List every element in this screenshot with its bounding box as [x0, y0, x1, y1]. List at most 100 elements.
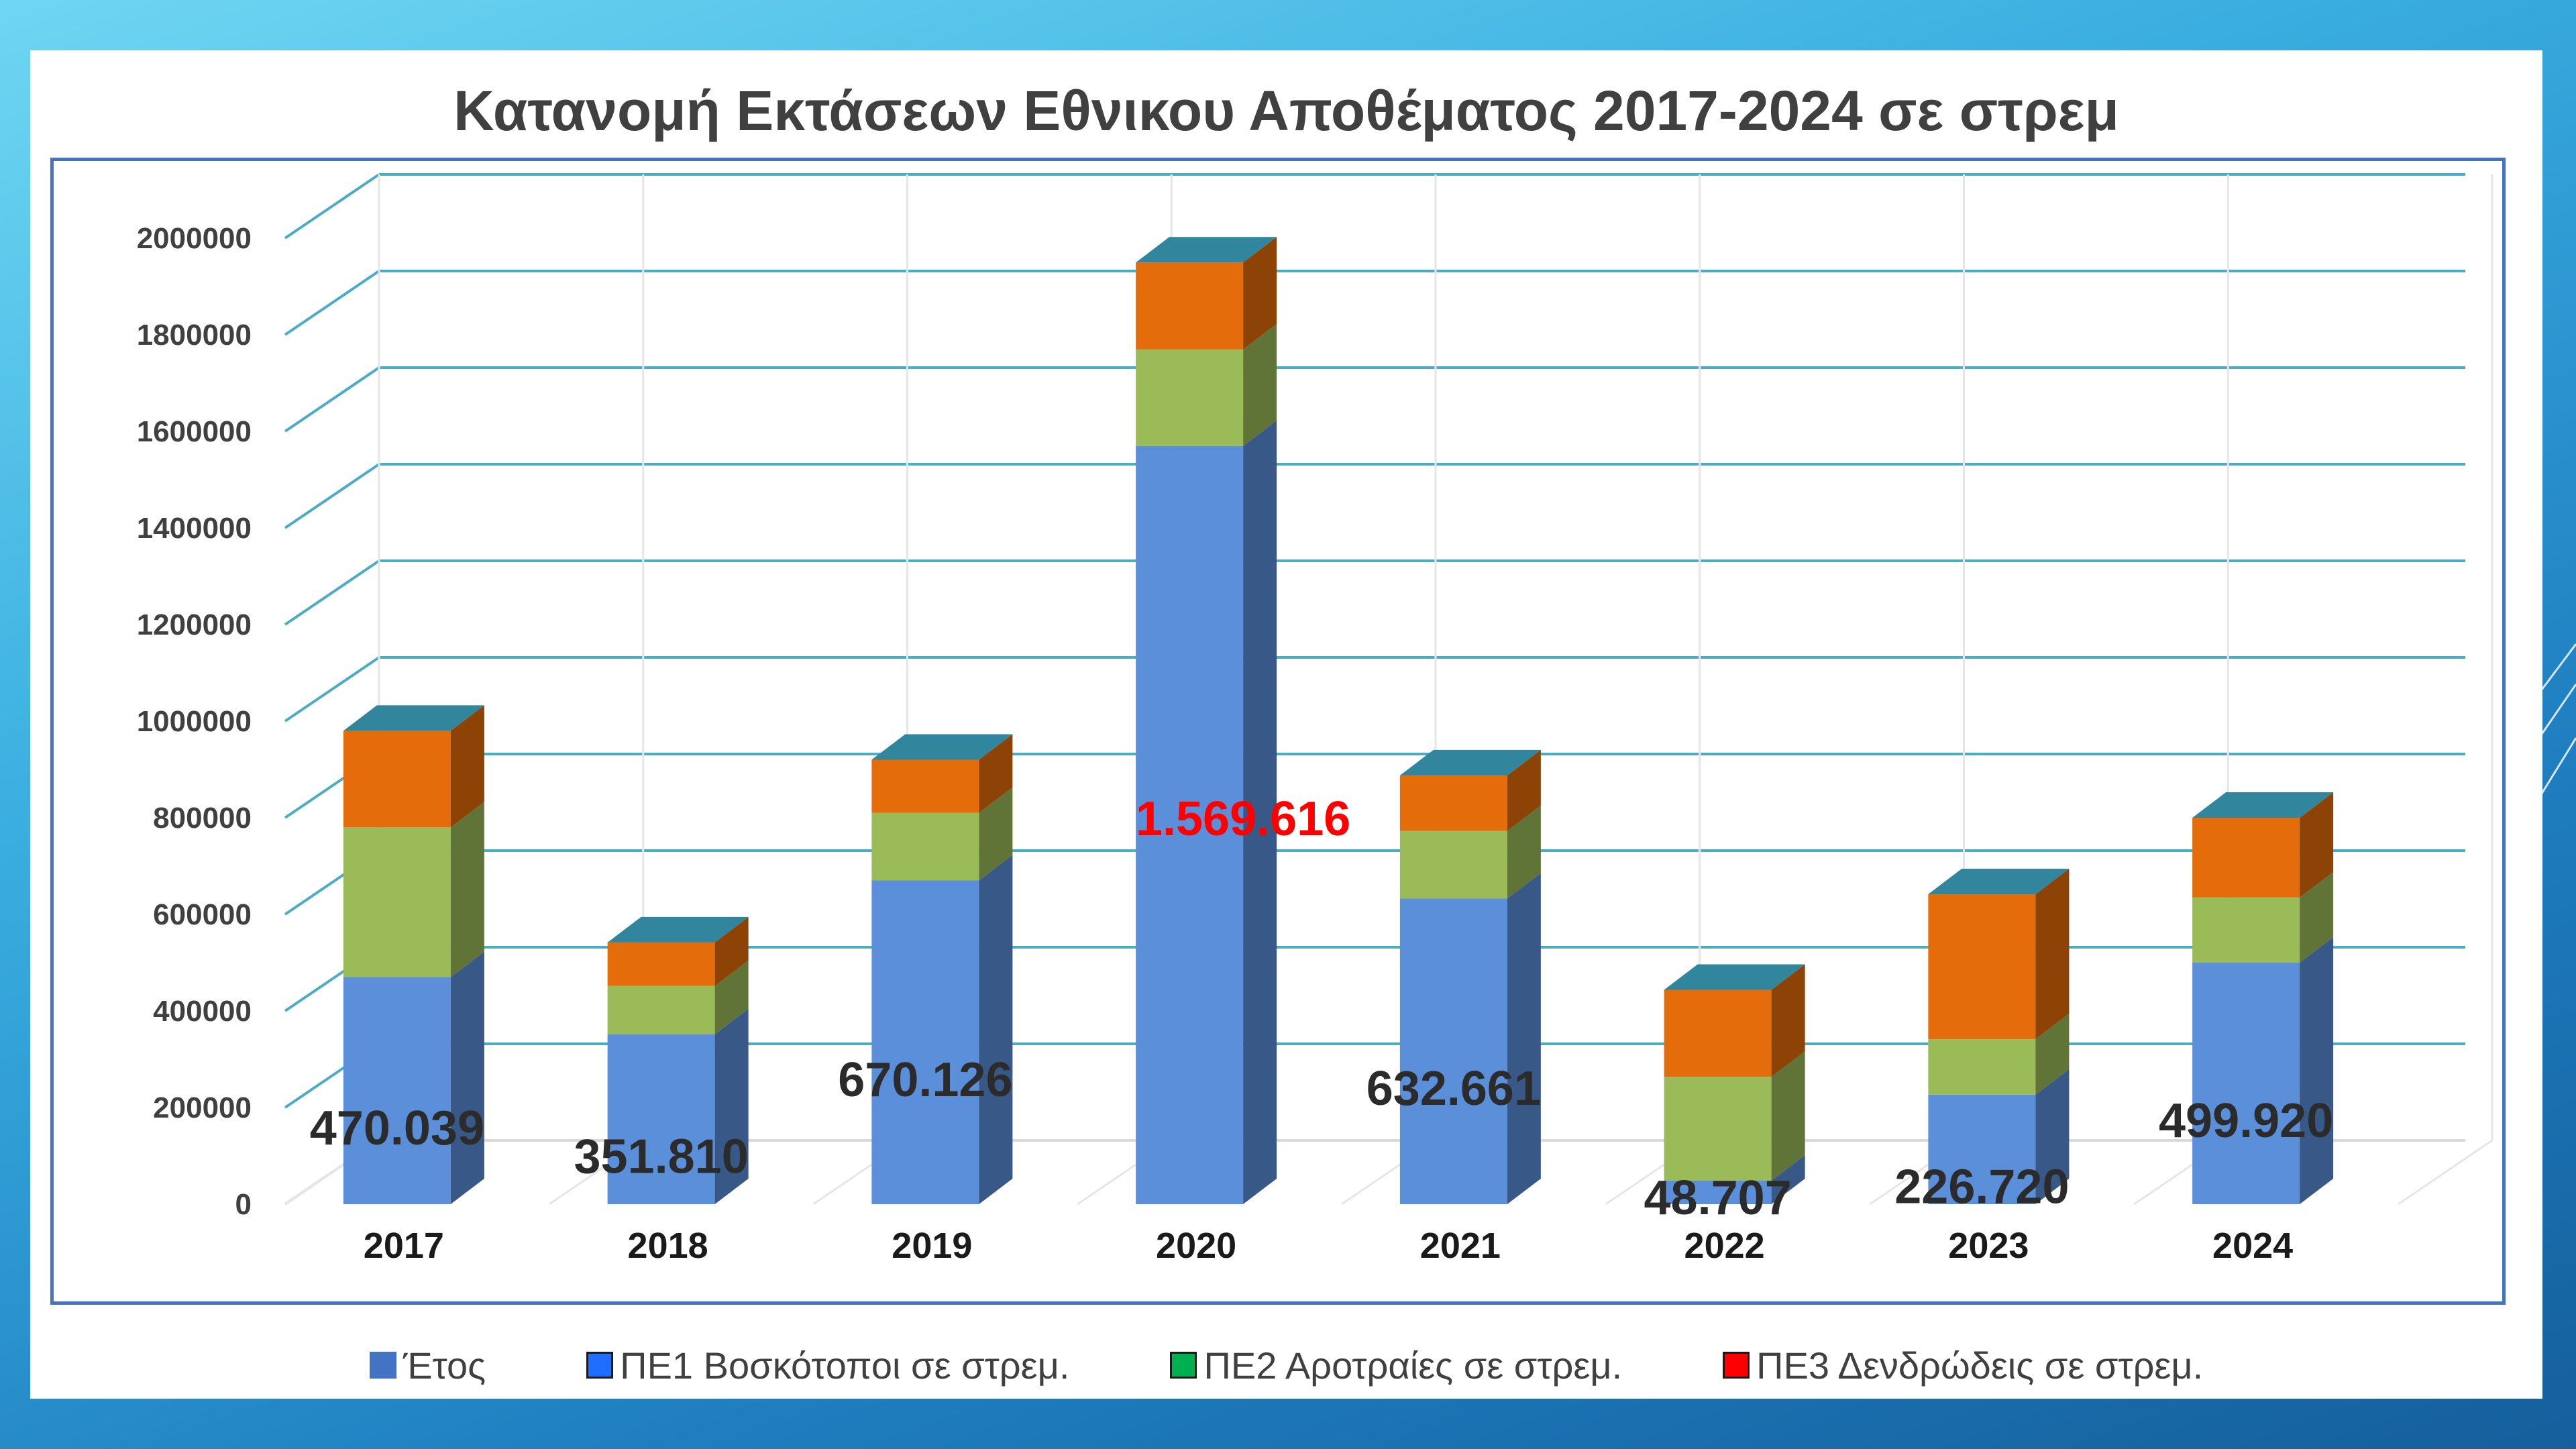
y-tick-label: 1800000: [137, 319, 252, 352]
bar-segment-2019-0: [871, 855, 1013, 1204]
legend-label: Έτος: [402, 1344, 486, 1387]
bar-front-face: [1399, 898, 1507, 1204]
bar-front-face: [2192, 963, 2300, 1204]
bar-side-face: [1243, 323, 1277, 446]
x-tick-label: 2020: [1156, 1226, 1236, 1266]
chart-card: Κατανομή Εκτάσεων Εθνικου Αποθέματος 201…: [30, 50, 2542, 1399]
data-label-2024: 499.920: [2159, 1094, 2333, 1148]
bar-front-face: [1399, 775, 1507, 831]
data-label-2018: 351.810: [574, 1130, 748, 1183]
bar-top-face-2017: [343, 705, 484, 731]
bar-side-face: [2300, 937, 2334, 1204]
y-tick-label: 2000000: [137, 222, 252, 255]
floor-line-8: [2398, 1139, 2493, 1205]
data-label-2022: 48.707: [1644, 1171, 1792, 1225]
bar-side-face: [714, 916, 749, 986]
bar-segment-2019-2: [871, 734, 1013, 813]
bar-front-face: [871, 880, 979, 1204]
bar-side-face: [450, 705, 484, 828]
data-label-2021: 632.661: [1366, 1062, 1541, 1116]
bar-side-face: [2300, 871, 2334, 963]
bar-side-face: [2035, 1069, 2070, 1204]
bar-segment-2023-1: [1928, 1013, 2070, 1095]
bar-segment-2023-0: [1928, 1069, 2070, 1204]
legend-item: ΠΕ1 Βοσκότοποι σε στρεμ.: [586, 1344, 1069, 1387]
data-label-2023: 226.720: [1894, 1160, 2069, 1214]
bar-front-face: [1928, 1094, 2036, 1204]
x-tick-label: 2019: [892, 1226, 972, 1266]
bar-side-face: [1243, 237, 1277, 350]
legend-item: ΠΕ3 Δενδρώδεις σε στρεμ.: [1723, 1344, 2203, 1387]
chart-legend: Έτος ΠΕ1 Βοσκότοποι σε στρεμ. ΠΕ2 Αροτραίε…: [30, 1338, 2542, 1392]
y-tick-label: 1200000: [137, 608, 252, 641]
bar-segment-2022-2: [1664, 964, 1805, 1077]
bar-side-face: [1771, 1051, 1805, 1181]
bar-segment-2022-1: [1664, 1051, 1805, 1181]
gridline-side-5: [284, 656, 380, 722]
bar-side-face: [2300, 792, 2334, 898]
bar-top-face-2021: [1399, 749, 1541, 775]
bar-side-face: [2035, 868, 2070, 1039]
bar-front-face: [607, 1034, 715, 1204]
bar-side-face: [714, 1008, 749, 1204]
y-tick-label: 400000: [153, 995, 252, 1028]
bar-side-face: [1771, 1155, 1805, 1204]
bar-front-face: [1928, 1038, 2036, 1095]
legend-item: Έτος: [369, 1344, 486, 1387]
bar-top-face-2024: [2192, 792, 2334, 818]
bar-front-face: [1136, 445, 1244, 1204]
chart-title: Κατανομή Εκτάσεων Εθνικου Αποθέματος 201…: [453, 79, 2119, 142]
bar-front-face: [871, 812, 979, 881]
legend-label: ΠΕ1 Βοσκότοποι σε στρεμ.: [620, 1344, 1070, 1387]
bar-segment-2018-2: [607, 916, 749, 986]
bar-front-face: [1136, 262, 1244, 350]
bar-side-face: [450, 802, 484, 977]
bar-side-face: [714, 960, 749, 1034]
x-tick-label: 2017: [364, 1226, 444, 1266]
x-tick-label: 2022: [1684, 1226, 1765, 1266]
bar-front-face: [1136, 349, 1244, 446]
bar-segment-2024-1: [2192, 871, 2334, 963]
bar-side-face: [1507, 805, 1541, 899]
bar-top-face-2018: [607, 916, 749, 943]
bar-segment-2020-0: [1136, 420, 1277, 1204]
y-tick-label: 800000: [153, 802, 252, 835]
bar-front-face: [343, 827, 451, 977]
bar-front-face: [2192, 818, 2300, 898]
data-label-2020: 1.569.616: [1136, 792, 1350, 846]
bar-segment-2017-2: [343, 705, 484, 828]
gridline-side-9: [284, 270, 380, 336]
bar-segment-2017-1: [343, 802, 484, 977]
legend-label: ΠΕ2 Αροτραίες σε στρεμ.: [1203, 1344, 1623, 1387]
legend-swatch: [1170, 1352, 1197, 1379]
bar-side-face: [979, 855, 1013, 1204]
bar-segment-2020-1: [1136, 323, 1277, 446]
y-tick-label: 600000: [153, 898, 252, 931]
gridline-side-7: [284, 463, 380, 529]
chart-plot: 0 200000 400000 600000 800000 1000000 1200000 1…: [137, 173, 2493, 1266]
bar-front-face: [1664, 1077, 1772, 1181]
bar-side-face: [450, 951, 484, 1204]
bar-front-face: [607, 942, 715, 986]
bar-segment-2017-0: [343, 951, 484, 1204]
bar-side-face: [979, 734, 1013, 813]
legend-swatch: [1723, 1352, 1750, 1379]
bar-front-face: [1664, 1180, 1772, 1204]
bar-front-face: [2192, 897, 2300, 963]
bar-segment-2018-1: [607, 960, 749, 1034]
x-tick-label: 2018: [628, 1226, 708, 1266]
bar-top-face-2019: [871, 734, 1013, 760]
bar-segment-2021-0: [1399, 873, 1541, 1204]
bar-segment-2023-2: [1928, 868, 2070, 1039]
y-tick-label: 0: [235, 1188, 252, 1221]
bar-side-face: [1507, 749, 1541, 831]
bar-top-face-2023: [1928, 868, 2070, 894]
data-label-2019: 670.126: [838, 1053, 1012, 1107]
bar-top-face-2020: [1136, 237, 1277, 263]
bar-segment-2020-2: [1136, 237, 1277, 350]
bar-front-face: [1928, 894, 2036, 1039]
y-tick-label: 1600000: [137, 415, 252, 448]
legend-swatch: [369, 1352, 396, 1379]
bar-side-face: [979, 787, 1013, 881]
bar-front-face: [1399, 830, 1507, 899]
